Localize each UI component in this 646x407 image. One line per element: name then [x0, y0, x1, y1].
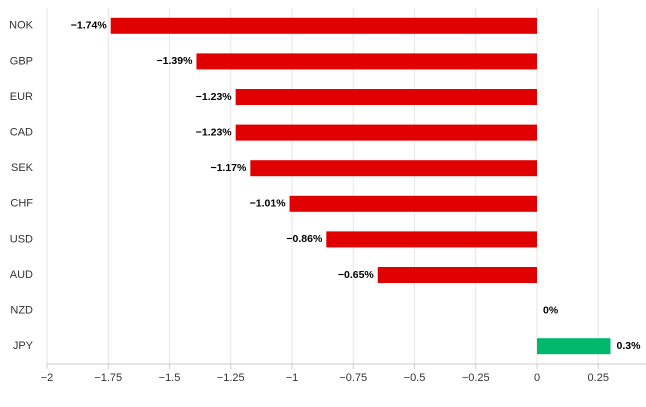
y-tick-label: SEK [11, 162, 34, 174]
value-label: −0.65% [338, 269, 375, 281]
y-tick-label: AUD [10, 269, 33, 281]
y-tick-label: NOK [9, 20, 34, 32]
x-tick-label: −1.25 [217, 372, 245, 384]
y-tick-label: USD [10, 233, 33, 245]
x-tick-label: −1.5 [159, 372, 181, 384]
y-tick-label: CHF [10, 198, 33, 210]
y-tick-label: EUR [10, 91, 33, 103]
value-label: −1.23% [196, 91, 233, 103]
bar [235, 124, 537, 141]
bar [196, 53, 537, 70]
x-tick-label: −2 [41, 372, 54, 384]
x-tick-label: 0 [534, 372, 540, 384]
bar [326, 231, 537, 248]
bar [110, 17, 537, 34]
x-tick-label: −1 [286, 372, 299, 384]
x-tick-label: 0.25 [588, 372, 609, 384]
bar [250, 160, 537, 177]
value-label: −1.01% [250, 198, 287, 210]
bar [235, 89, 537, 105]
value-label: −1.39% [157, 55, 194, 67]
bar [537, 338, 611, 355]
value-label: 0.3% [617, 340, 642, 352]
value-label: 0% [543, 304, 559, 316]
y-tick-label: JPY [13, 340, 34, 352]
bar [289, 195, 537, 212]
x-tick-label: −1.75 [94, 372, 122, 384]
x-tick-label: −0.75 [339, 372, 367, 384]
bar [377, 267, 537, 283]
value-label: −1.17% [210, 162, 247, 174]
value-label: −1.23% [196, 126, 233, 138]
y-tick-label: NZD [10, 305, 33, 317]
y-tick-label: CAD [10, 127, 33, 139]
y-tick-label: GBP [10, 55, 33, 67]
x-tick-label: −0.25 [462, 372, 490, 384]
x-tick-label: −0.5 [404, 372, 426, 384]
value-label: −0.86% [286, 233, 323, 245]
value-label: −1.74% [71, 20, 108, 32]
